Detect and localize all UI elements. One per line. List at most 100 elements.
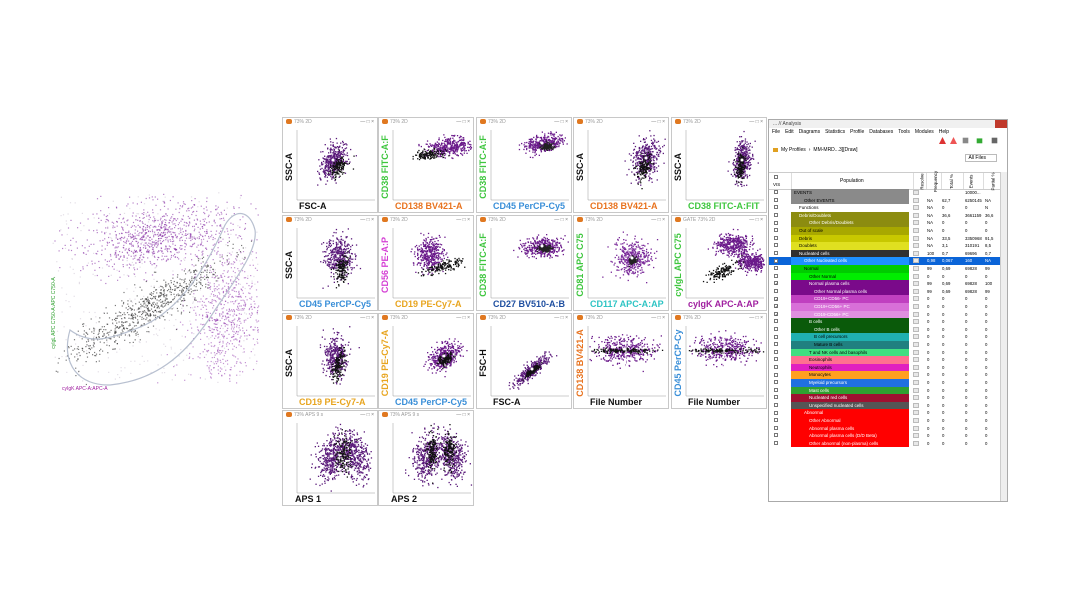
- population-name[interactable]: Debris/Doublets: [791, 211, 909, 220]
- row-visibility-checkbox[interactable]: [774, 334, 778, 339]
- row-visibility-checkbox[interactable]: [774, 319, 778, 324]
- resolve-icon[interactable]: [913, 212, 919, 218]
- population-row[interactable]: Abnormal0000N: [769, 409, 1007, 417]
- panel-x-axis-label[interactable]: CD45 PerCP-Cy5: [395, 397, 468, 407]
- population-name[interactable]: Monocytes: [791, 371, 909, 379]
- panel-title[interactable]: 73% 2D: [382, 315, 471, 324]
- row-visibility-checkbox[interactable]: [774, 418, 778, 423]
- population-name[interactable]: EVENTS: [791, 189, 909, 197]
- row-visibility-checkbox[interactable]: [774, 380, 778, 385]
- resolve-icon[interactable]: [913, 220, 919, 226]
- dot-plot-panel[interactable]: 73% 2D — □ × CD138 BV421-A CD38 FITC-A:F: [378, 117, 474, 213]
- resolve-icon[interactable]: [913, 372, 919, 378]
- population-name[interactable]: Other Normal plasma cells: [791, 287, 909, 296]
- population-name[interactable]: Mature B cells: [791, 341, 909, 349]
- population-row[interactable]: B cell precursors0000N: [769, 333, 1007, 341]
- panel-y-axis-label[interactable]: SSC-A: [284, 153, 294, 182]
- col-partial[interactable]: Partial %: [983, 172, 1002, 191]
- resolve-icon[interactable]: [913, 243, 919, 249]
- population-row[interactable]: Other Normal0000N: [769, 272, 1007, 281]
- population-name[interactable]: Out of scale: [791, 227, 909, 235]
- menu-databases[interactable]: Databases: [869, 129, 894, 135]
- panel-y-axis-label[interactable]: CD81 APC C75: [575, 233, 585, 297]
- population-row[interactable]: Neutrophils0000N: [769, 363, 1007, 372]
- resolve-icon[interactable]: [913, 326, 919, 332]
- resolve-icon[interactable]: [913, 334, 919, 340]
- breadcrumb-file[interactable]: MM-MRD...3][Draw]: [813, 147, 858, 153]
- row-visibility-checkbox[interactable]: [774, 441, 778, 446]
- dot-plot-panel[interactable]: 73% 2D — □ × CD45 PerCP-Cy5 CD19 PE-Cy7-A: [378, 313, 474, 409]
- window-controls-icon[interactable]: — □ ×: [749, 119, 763, 125]
- population-name[interactable]: Other Abnormal: [791, 417, 909, 425]
- resolve-icon[interactable]: [913, 364, 919, 370]
- panel-y-axis-label[interactable]: CD45 PerCP-Cy: [673, 329, 683, 397]
- resolve-icon[interactable]: [913, 197, 919, 203]
- row-visibility-checkbox[interactable]: [774, 228, 778, 233]
- window-controls-icon[interactable]: — □ ×: [456, 119, 470, 125]
- panel-y-axis-label[interactable]: CD38 FITC-A:F: [478, 233, 488, 297]
- resolve-icon[interactable]: [913, 395, 919, 401]
- resolve-icon[interactable]: [913, 319, 919, 325]
- row-visibility-checkbox[interactable]: [774, 289, 778, 294]
- warning-alt-icon[interactable]: [950, 137, 957, 144]
- menu-statistics[interactable]: Statistics: [825, 129, 846, 135]
- settings-icon[interactable]: [991, 137, 998, 144]
- row-visibility-checkbox[interactable]: [774, 395, 778, 400]
- dot-plot-panel[interactable]: GATE 73% 2D — □ × cyIgK APC-A:AP cyIgL APC …: [671, 215, 767, 311]
- panel-x-axis-label[interactable]: CD19 PE-Cy7-A: [395, 299, 462, 309]
- panel-y-axis-label[interactable]: SSC-A: [575, 153, 585, 182]
- file-filter-select[interactable]: All Files: [965, 154, 997, 162]
- panel-x-axis-label[interactable]: CD117 APC-A:AP: [590, 299, 664, 309]
- panel-x-axis-label[interactable]: CD138 BV421-A: [590, 201, 658, 211]
- resolve-icon[interactable]: [913, 281, 919, 287]
- window-controls-icon[interactable]: — □ ×: [360, 315, 374, 321]
- resolve-icon[interactable]: [913, 250, 919, 256]
- dot-plot-panel[interactable]: 73% 2D — □ × CD117 APC-A:AP CD81 APC C75: [573, 215, 669, 311]
- panel-x-axis-label[interactable]: CD138 BV421-A: [395, 201, 463, 211]
- breadcrumb-profiles[interactable]: My Profiles: [781, 147, 806, 153]
- resolve-icon[interactable]: [913, 380, 919, 385]
- row-visibility-checkbox[interactable]: [774, 205, 778, 210]
- population-name[interactable]: Nucleated red cells: [791, 394, 909, 402]
- row-visibility-checkbox[interactable]: [774, 243, 778, 248]
- dot-plot-panel[interactable]: 73% 2D — □ × CD45 PerCP-Cy5 CD38 FITC-A:F: [476, 117, 572, 213]
- population-name[interactable]: Abnormal: [791, 409, 909, 417]
- population-row[interactable]: Out of scaleNA000N: [769, 227, 1007, 235]
- panel-title[interactable]: 73% APS 9 s: [382, 412, 471, 421]
- dot-plot-panel[interactable]: 73% APS 9 s — □ × APS 1: [282, 410, 378, 506]
- close-icon[interactable]: [995, 120, 1007, 128]
- row-visibility-checkbox[interactable]: ✓: [774, 281, 779, 287]
- panel-title[interactable]: 73% APS 9 s: [286, 412, 375, 421]
- population-name[interactable]: Abnormal plasma cells: [791, 424, 909, 433]
- panel-x-axis-label[interactable]: CD45 PerCP-Cy5: [493, 201, 566, 211]
- population-name[interactable]: CD19-CD56+ PC: [791, 310, 909, 319]
- row-visibility-checkbox[interactable]: [774, 403, 778, 408]
- row-visibility-checkbox[interactable]: [774, 327, 778, 332]
- panel-title[interactable]: 73% 2D: [675, 315, 764, 324]
- row-visibility-checkbox[interactable]: ✓: [774, 296, 779, 302]
- panel-title[interactable]: GATE 73% 2D: [675, 217, 764, 226]
- panel-title[interactable]: 73% 2D: [480, 315, 569, 324]
- resolve-icon[interactable]: [913, 418, 919, 423]
- col-resolve[interactable]: Resolve: [913, 173, 926, 190]
- population-row[interactable]: ✓CD19+CD56+ PC0000N: [769, 303, 1007, 311]
- menu-help[interactable]: Help: [938, 129, 950, 135]
- panel-y-axis-label[interactable]: SSC-A: [284, 251, 294, 280]
- population-name[interactable]: Normal plasma cells: [791, 280, 909, 288]
- population-name[interactable]: Other abnormal (non-plasma) cells: [791, 439, 909, 448]
- panel-x-axis-label[interactable]: FSC-A: [493, 397, 521, 407]
- population-name[interactable]: Normal: [791, 265, 909, 273]
- population-name[interactable]: CD19+CD56- PC: [791, 295, 909, 303]
- panel-y-axis-label[interactable]: CD19 PE-Cy7-A: [380, 329, 390, 397]
- row-visibility-checkbox[interactable]: [774, 213, 778, 218]
- panel-x-axis-label[interactable]: FSC-A: [299, 201, 327, 211]
- panel-x-axis-label[interactable]: CD27 BV510-A:B: [493, 299, 566, 309]
- window-controls-icon[interactable]: — □ ×: [456, 412, 470, 418]
